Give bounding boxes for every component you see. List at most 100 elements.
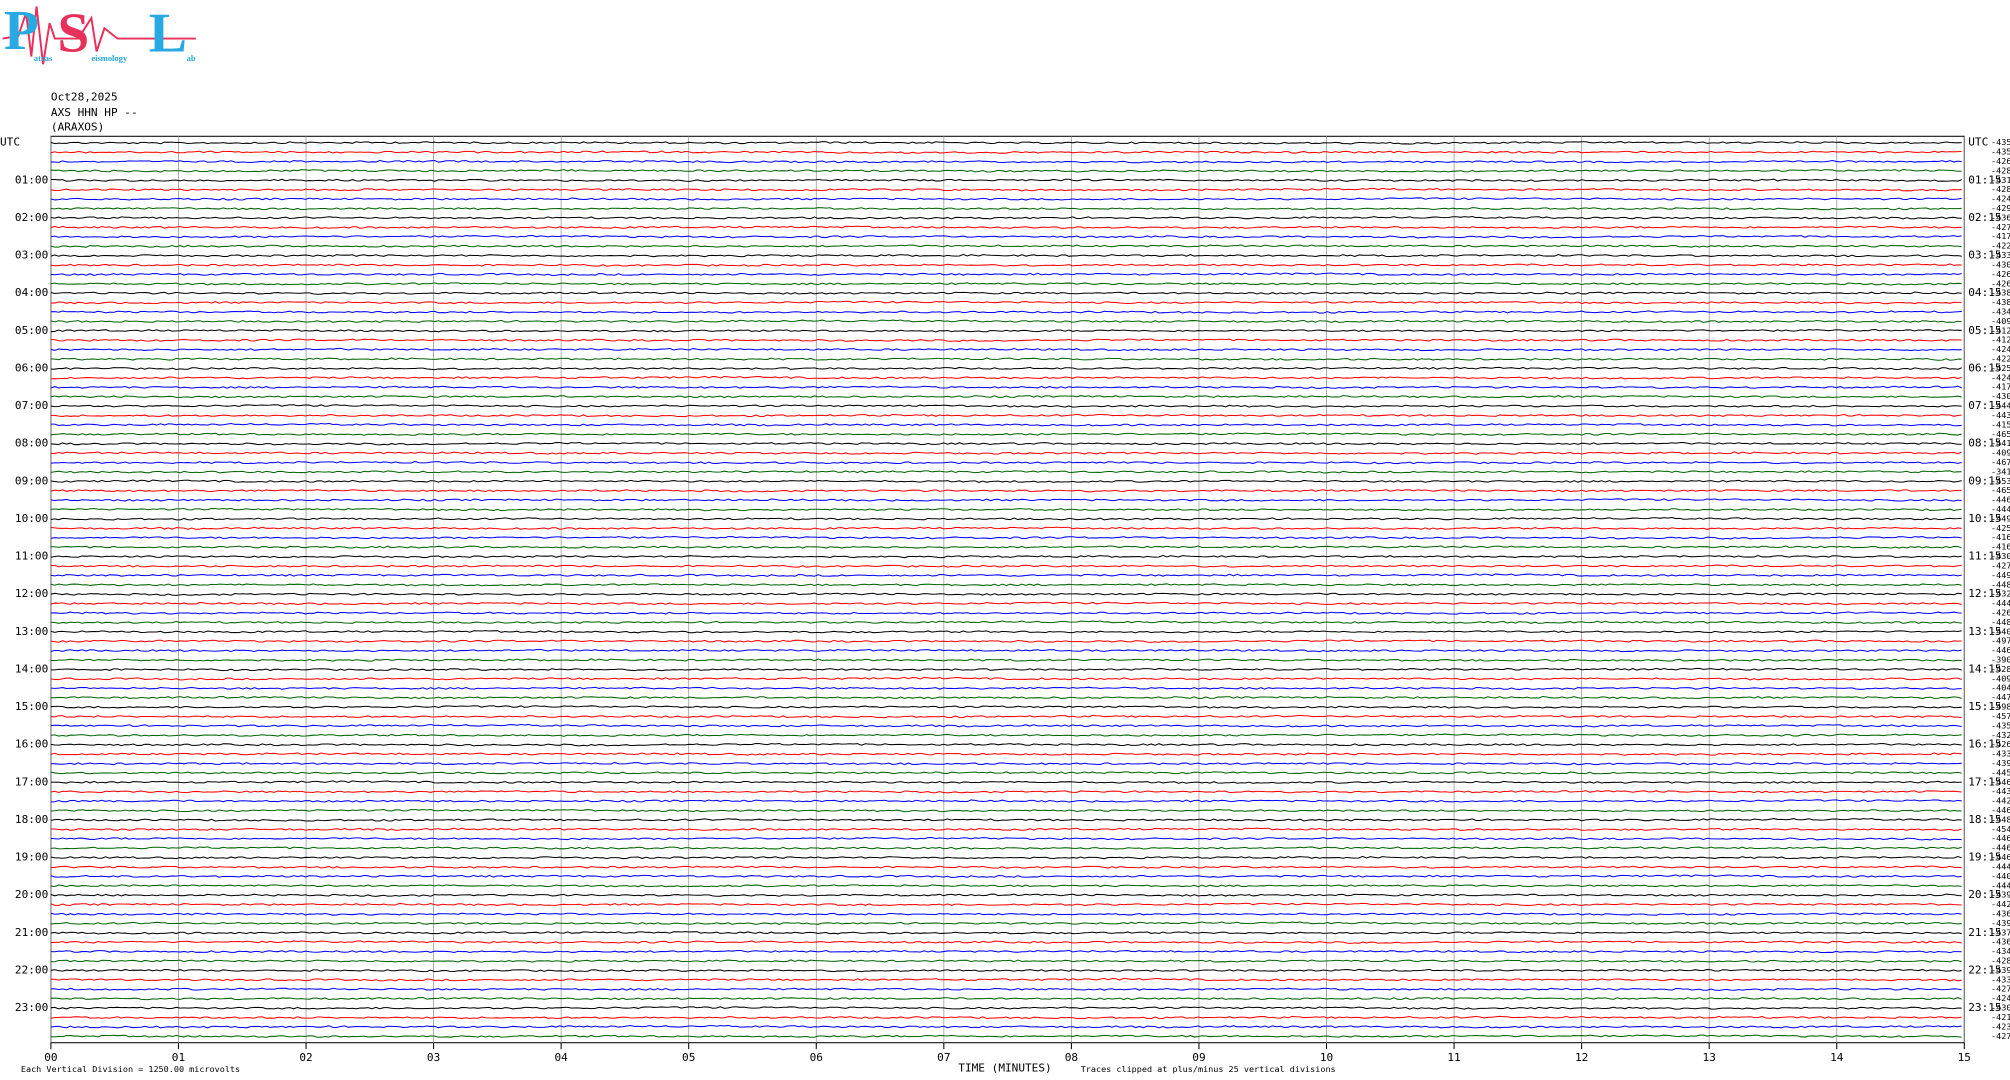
x-tick-label: 10 (1320, 1051, 1333, 1064)
trace-offset: -4460 (1991, 777, 2010, 787)
trace-offset: -4434 (1991, 410, 2010, 420)
trace-offset: -4463 (1991, 843, 2010, 853)
trace (50, 300, 1962, 305)
trace (50, 592, 1962, 596)
trace (50, 526, 1962, 530)
trace-offset: -4974 (1991, 636, 2010, 646)
right-time-label: 15:15 (1968, 700, 2001, 713)
trace (50, 752, 1962, 756)
trace (50, 375, 1962, 380)
trace (50, 215, 1962, 220)
trace (50, 422, 1962, 427)
trace (50, 1015, 1962, 1020)
trace-offset: -4227 (1991, 354, 2010, 364)
logo-wave (2, 6, 196, 65)
x-tick-label: 08 (1065, 1051, 1078, 1064)
trace (50, 338, 1962, 342)
trace (50, 658, 1962, 662)
logo-small: atras (34, 53, 53, 63)
trace-offset: -4435 (1991, 786, 2010, 796)
trace (50, 790, 1962, 794)
trace (50, 714, 1962, 719)
trace-offset: -4657 (1991, 485, 2010, 495)
logo-small: ab (187, 53, 196, 63)
left-time-label: UTC (0, 136, 20, 149)
x-axis-title: TIME (MINUTES) (958, 1061, 1051, 1074)
trace (50, 601, 1962, 606)
right-time-label: 21:15 (1968, 926, 2001, 939)
trace-offset: -4332 (1991, 250, 2010, 260)
footer-clip: Traces clipped at plus/minus 25 vertical… (1081, 1064, 1336, 1074)
left-time-label: 18:00 (15, 813, 48, 826)
trace-offset: -4534 (1991, 476, 2010, 486)
trace-offset: -4363 (1991, 937, 2010, 947)
trace-offset: -4476 (1991, 692, 2010, 702)
left-time-label: 08:00 (15, 437, 48, 450)
trace-offset: -4271 (1991, 984, 2010, 994)
trace-offset: -4401 (1991, 871, 2010, 881)
trace (50, 1024, 1962, 1029)
trace-offset: -4351 (1991, 720, 2010, 730)
x-tick-label: 15 (1958, 1051, 1971, 1064)
right-time-label: 12:15 (1968, 587, 2001, 600)
right-time-label: 14:15 (1968, 663, 2001, 676)
trace-offset: -4326 (1991, 730, 2010, 740)
trace (50, 968, 1962, 973)
trace (50, 742, 1962, 747)
right-time-label: 05:15 (1968, 324, 2001, 337)
trace-offset: -4302 (1991, 551, 2010, 561)
trace (50, 404, 1962, 408)
x-tick-label: 13 (1703, 1051, 1716, 1064)
trace (50, 723, 1962, 728)
left-time-label: 21:00 (15, 926, 48, 939)
trace (50, 207, 1962, 211)
trace-offset: -4498 (1991, 570, 2010, 580)
trace-offset: -4447 (1991, 880, 2010, 890)
trace (50, 329, 1962, 333)
trace (50, 846, 1962, 850)
trace (50, 996, 1962, 1001)
trace (50, 244, 1962, 248)
trace (50, 676, 1962, 681)
trace-offset: -4221 (1991, 241, 2010, 251)
trace-offset: -4262 (1991, 608, 2010, 618)
left-time-label: 14:00 (15, 663, 48, 676)
trace (50, 187, 1962, 192)
trace-offset: -4150 (1991, 419, 2010, 429)
logo-small: eismology (91, 53, 128, 63)
trace (50, 705, 1962, 709)
left-time-label: 23:00 (15, 1001, 48, 1014)
left-time-label: 15:00 (15, 700, 48, 713)
left-time-label: 11:00 (15, 550, 48, 563)
trace (50, 874, 1962, 878)
trace (50, 733, 1962, 737)
trace (50, 940, 1962, 944)
x-tick-label: 01 (172, 1051, 185, 1064)
x-tick-label: 02 (299, 1051, 312, 1064)
left-time-label: 04:00 (15, 286, 48, 299)
trace-offset: -4337 (1991, 974, 2010, 984)
x-tick-label: 00 (44, 1051, 57, 1064)
trace (50, 535, 1962, 540)
location: (ARAXOS) (51, 120, 104, 133)
trace-offset: -4254 (1991, 523, 2010, 533)
trace (50, 799, 1962, 803)
trace-offset: -4279 (1991, 1031, 2010, 1041)
right-time-label: UTC (1968, 136, 1988, 149)
right-time-label: 16:15 (1968, 738, 2001, 751)
trace-offset: -4455 (1991, 767, 2010, 777)
trace-offset: -4288 (1991, 165, 2010, 175)
trace (50, 761, 1962, 766)
trace (50, 902, 1962, 907)
trace-offset: -4269 (1991, 739, 2010, 749)
trace (50, 225, 1962, 229)
right-time-label: 02:15 (1968, 211, 2001, 224)
trace-offset: -4094 (1991, 673, 2010, 683)
right-time-label: 03:15 (1968, 249, 2001, 262)
trace-offset: -4375 (1991, 927, 2010, 937)
trace (50, 630, 1962, 634)
trace (50, 357, 1962, 361)
trace-offset: -4282 (1991, 956, 2010, 966)
trace-offset: -4241 (1991, 194, 2010, 204)
trace (50, 197, 1962, 201)
